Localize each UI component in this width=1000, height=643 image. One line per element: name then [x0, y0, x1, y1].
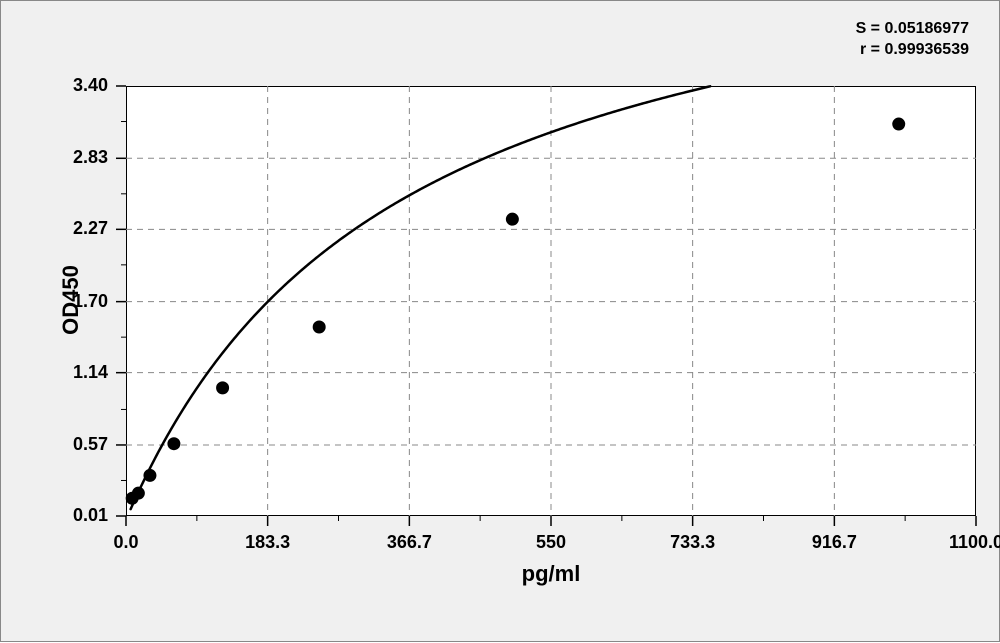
y-tick-label: 2.27 [58, 218, 108, 239]
y-tick-label: 1.14 [58, 362, 108, 383]
y-tick-label: 2.83 [58, 147, 108, 168]
y-tick-label: 0.57 [58, 434, 108, 455]
y-tick-label: 3.40 [58, 75, 108, 96]
chart-frame: S = 0.05186977 r = 0.99936539 OD450 pg/m… [0, 0, 1000, 642]
x-tick-label: 0.0 [76, 532, 176, 553]
y-tick-label: 1.70 [58, 291, 108, 312]
y-tick-label: 0.01 [58, 505, 108, 526]
x-tick-label: 916.7 [784, 532, 884, 553]
x-tick-label: 733.3 [643, 532, 743, 553]
x-tick-label: 183.3 [218, 532, 318, 553]
x-tick-label: 1100.0 [926, 532, 1000, 553]
x-axis-label: pg/ml [491, 561, 611, 587]
x-tick-label: 366.7 [359, 532, 459, 553]
x-tick-label: 550 [501, 532, 601, 553]
